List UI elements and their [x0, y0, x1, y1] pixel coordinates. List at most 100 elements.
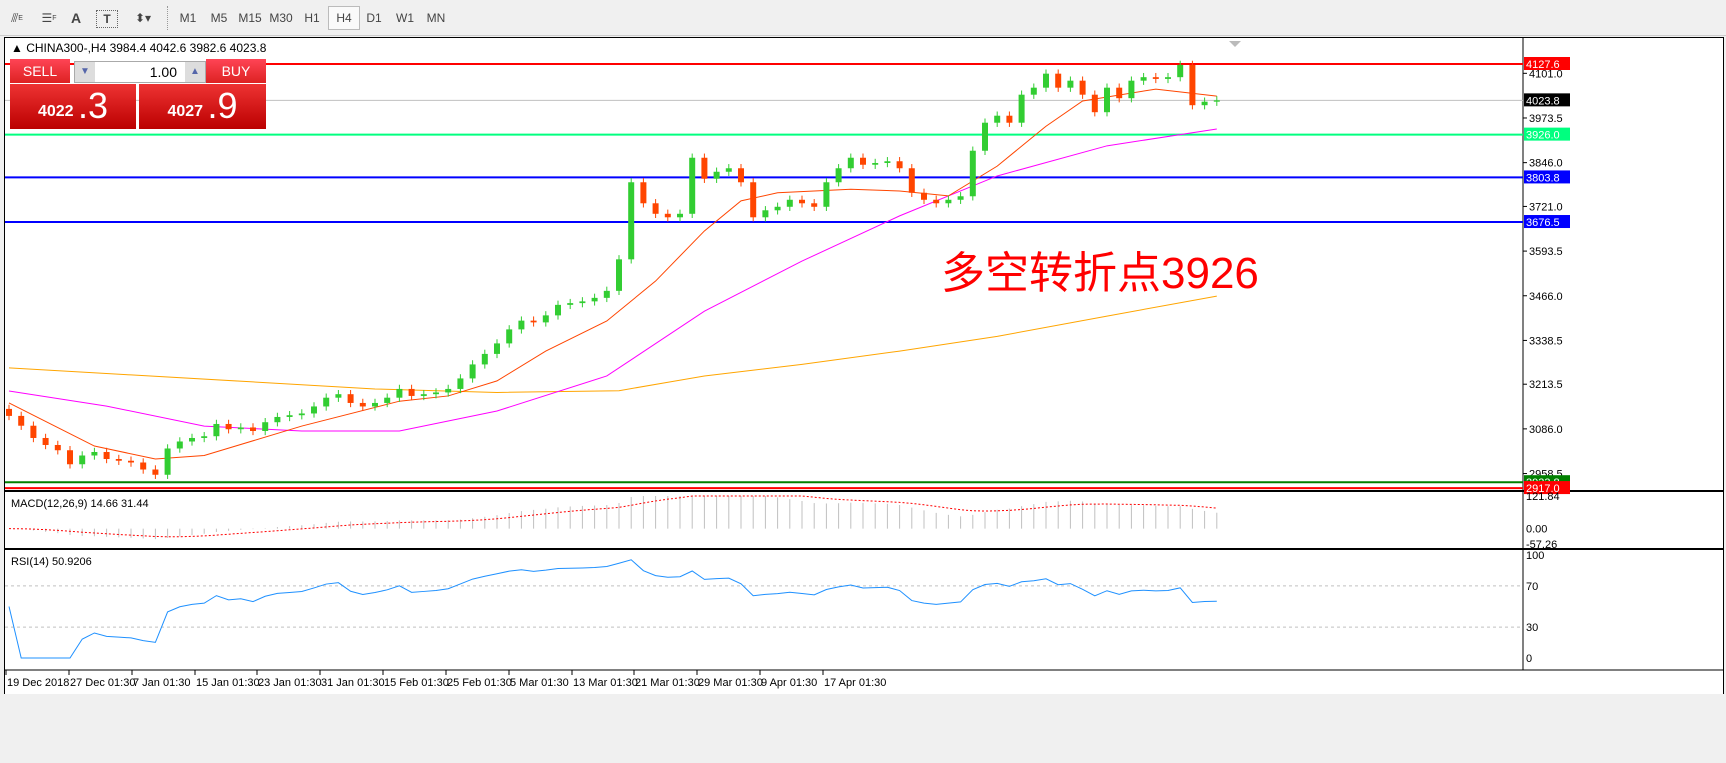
candle-body [445, 388, 452, 393]
candle [433, 388, 439, 399]
lot-decrease-button[interactable]: ▼ [75, 62, 95, 82]
candle-body [542, 315, 549, 323]
time-tick-label: 15 Feb 01:30 [384, 677, 449, 689]
candle [677, 209, 683, 222]
candle [347, 389, 354, 408]
text-icon[interactable]: A [70, 10, 82, 26]
chart-window[interactable]: ▲ CHINA300-,H4 3984.4 4042.6 3982.6 4023… [4, 37, 1724, 695]
timeframe-d1[interactable]: D1 [366, 11, 382, 25]
rsi-tick-label: 30 [1526, 622, 1538, 634]
candle-body [311, 406, 317, 414]
candle [79, 451, 86, 469]
candle [1177, 60, 1184, 82]
timeframe-w1[interactable]: W1 [396, 11, 414, 25]
rsi-tick-label: 70 [1526, 581, 1538, 593]
candle-body [811, 203, 818, 207]
candle [1165, 72, 1171, 84]
arrows-dropdown-icon[interactable]: ⬍▾ [134, 11, 152, 25]
macd-tick-label: -57.26 [1526, 539, 1557, 551]
candle-body [677, 213, 683, 218]
buy-price-button[interactable]: 4027 .9 [139, 84, 266, 129]
candle-body [957, 196, 964, 200]
candle [786, 195, 793, 211]
timeframe-m30[interactable]: M30 [269, 11, 293, 25]
candle [6, 404, 12, 421]
candle [1079, 76, 1086, 99]
level-label-bg [1524, 57, 1570, 70]
candle-body [103, 451, 110, 459]
candle [1128, 76, 1135, 103]
time-tick-label: 9 Apr 01:30 [761, 677, 817, 689]
candle [591, 293, 598, 306]
candle-body [860, 157, 866, 165]
candle [713, 167, 720, 183]
sell-button[interactable]: SELL [10, 59, 70, 83]
candle-body [1128, 80, 1135, 99]
candle [908, 164, 915, 197]
ma-mid-line [8, 128, 1217, 432]
level-label: 3926.0 [1526, 130, 1560, 142]
sell-price-fraction: .3 [78, 85, 109, 126]
text-label-icon[interactable]: T [96, 10, 118, 28]
timeframe-m5[interactable]: M5 [210, 11, 228, 25]
price-tick-label: 3973.5 [1529, 113, 1563, 125]
candle-body [347, 394, 354, 403]
time-tick-label: 23 Jan 01:30 [258, 677, 322, 689]
lot-increase-button[interactable]: ▲ [185, 62, 205, 82]
time-tick-label: 31 Jan 01:30 [321, 677, 385, 689]
candle [1091, 90, 1098, 117]
candle [1213, 96, 1220, 106]
timeframe-mn[interactable]: MN [426, 11, 446, 25]
timeframe-m1[interactable]: M1 [179, 11, 197, 25]
candle-body [530, 320, 537, 323]
candle [884, 157, 891, 168]
candle [799, 195, 805, 208]
fibonacci-expansion-icon[interactable]: ⫻ E [11, 10, 23, 25]
candle [628, 178, 635, 264]
candle-body [30, 425, 37, 438]
timeframe-m15[interactable]: M15 [238, 11, 262, 25]
candle-body [969, 150, 976, 197]
candle-body [628, 182, 635, 260]
candle [921, 188, 927, 204]
fibonacci-grid-icon[interactable]: ☰ F [41, 11, 57, 25]
candle [896, 157, 903, 173]
ma-fast-line [8, 88, 1217, 460]
candle [1043, 69, 1049, 92]
chart-canvas[interactable]: ▲ CHINA300-,H4 3984.4 4042.6 3982.6 4023… [5, 38, 1723, 694]
chart-tabs-bar [0, 694, 1726, 763]
candle [579, 297, 586, 308]
candle-body [1213, 100, 1220, 102]
candle-body [469, 364, 476, 379]
candle [933, 195, 940, 208]
candle-body [140, 462, 147, 470]
candle-body [994, 115, 1001, 123]
candle-body [603, 290, 610, 298]
candle [1189, 60, 1196, 110]
candle-body [164, 448, 171, 475]
candle [616, 255, 622, 296]
candle-body [359, 402, 366, 407]
candle-body [79, 455, 86, 465]
lot-value[interactable]: 1.00 [149, 64, 177, 80]
candle [311, 402, 317, 418]
timeframe-h4[interactable]: H4 [328, 6, 360, 30]
sell-price-button[interactable]: 4022 .3 [10, 84, 136, 129]
candle-body [982, 122, 988, 151]
candle [994, 111, 1001, 127]
candle [164, 444, 171, 479]
buy-price-main: 4027 [167, 103, 204, 120]
candle [725, 164, 732, 176]
buy-button[interactable]: BUY [206, 59, 266, 83]
candle-body [725, 168, 732, 172]
candle-body [921, 192, 927, 200]
level-label-bg [1524, 215, 1570, 229]
lot-size-input[interactable]: ▼ 1.00 ▲ [74, 61, 206, 83]
price-tick-label: 3466.0 [1529, 291, 1563, 303]
candle-body [750, 182, 757, 218]
candle-body [567, 303, 574, 305]
timeframe-h1[interactable]: H1 [304, 11, 320, 25]
candle-body [1030, 87, 1037, 95]
candle-body [1079, 80, 1086, 95]
candle [762, 206, 769, 222]
